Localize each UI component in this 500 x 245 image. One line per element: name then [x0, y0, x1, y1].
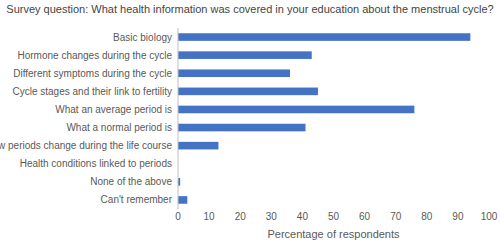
bar	[178, 142, 218, 150]
bar	[178, 88, 318, 96]
x-tick-label: 80	[421, 211, 433, 222]
category-label: What an average period is	[55, 104, 172, 115]
category-label: Cycle stages and their link to fertility	[12, 86, 172, 97]
category-label: Hormone changes during the cycle	[17, 50, 172, 61]
x-tick-label: 50	[328, 211, 340, 222]
x-tick-label: 60	[359, 211, 371, 222]
bar	[178, 51, 312, 59]
bar	[178, 196, 187, 204]
x-tick-label: 0	[175, 211, 181, 222]
category-label: Health conditions linked to periods	[20, 158, 172, 169]
x-tick-label: 30	[266, 211, 278, 222]
bar	[178, 69, 290, 77]
category-label: None of the above	[90, 176, 172, 187]
chart: Survey question: What health information…	[0, 0, 500, 245]
category-label: Can't remember	[101, 194, 173, 205]
bar	[178, 106, 414, 114]
x-tick-label: 100	[481, 211, 498, 222]
category-label: Basic biology	[113, 32, 172, 43]
bar	[178, 124, 306, 132]
bar	[178, 33, 470, 41]
category-label: How periods change during the life cours…	[0, 140, 172, 151]
x-tick-label: 10	[204, 211, 216, 222]
x-tick-label: 70	[390, 211, 402, 222]
x-tick-label: 20	[235, 211, 247, 222]
x-tick-label: 90	[452, 211, 464, 222]
x-axis-label: Percentage of respondents	[267, 228, 400, 240]
x-tick-label: 40	[297, 211, 309, 222]
title: Survey question: What health information…	[6, 3, 493, 15]
bars	[178, 33, 470, 204]
category-label: What a normal period is	[66, 122, 172, 133]
y-axis-line	[178, 28, 179, 209]
category-label: Different symptoms during the cycle	[13, 68, 172, 79]
